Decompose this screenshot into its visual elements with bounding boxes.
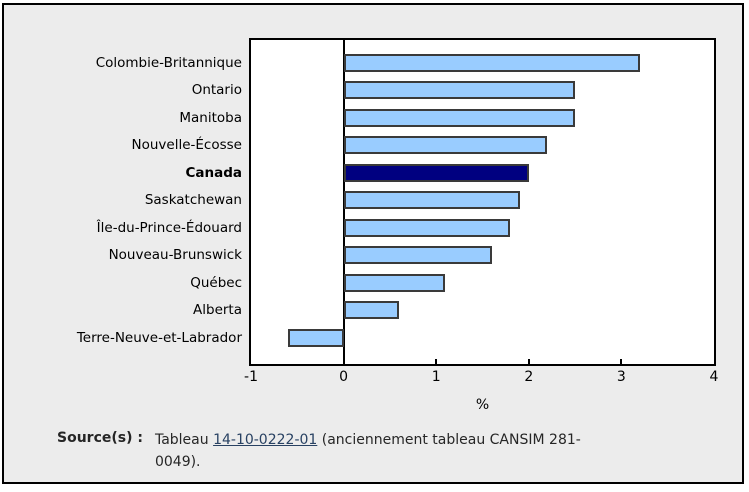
bar-row: Nouveau-Brunswick (4, 242, 742, 270)
bar (343, 163, 529, 182)
x-axis-tick-label: 4 (709, 369, 719, 385)
source-label: Source(s) : (57, 430, 143, 446)
bar-row: Saskatchewan (4, 187, 742, 215)
bar (343, 191, 520, 210)
category-label: Québec (190, 274, 242, 291)
x-axis-label: % (475, 397, 490, 413)
bar-rows: Colombie-Britannique Ontario Manitoba Nouve… (4, 49, 742, 352)
bar (343, 81, 576, 100)
category-label: Nouveau-Brunswick (108, 247, 242, 264)
category-label: Île-du-Prince-Édouard (96, 219, 242, 236)
bar-row: Canada (4, 159, 742, 187)
source-text-after-line2: 0049). (154, 453, 201, 470)
x-axis-tick-label: 1 (431, 369, 441, 385)
bar-track (251, 246, 714, 265)
source-text-after-line1: (anciennement tableau CANSIM 281- (317, 432, 581, 448)
bar (288, 328, 344, 347)
source-text-before: Tableau (154, 432, 214, 448)
chart-frame: Colombie-Britannique Ontario Manitoba Nouve… (2, 3, 744, 484)
category-label: Nouvelle-Écosse (131, 137, 242, 154)
bar (343, 246, 492, 265)
bar-track (251, 136, 714, 155)
x-axis-tick-label: -1 (244, 369, 258, 385)
category-label: Colombie-Britannique (95, 54, 242, 71)
bar (343, 218, 511, 237)
source-text: Tableau 14-10-0222-01 (anciennement tabl… (155, 430, 581, 473)
bar-track (251, 301, 714, 320)
bar (343, 53, 640, 72)
x-axis-tick-labels: -1 0 1 2 3 4 (244, 369, 718, 387)
category-label: Alberta (193, 302, 242, 319)
x-axis-tick-mark (435, 359, 438, 364)
bar-track (251, 108, 714, 127)
category-label: Ontario (191, 82, 242, 99)
x-axis-tick-label: 3 (616, 369, 626, 385)
bar (343, 301, 400, 320)
x-axis-tick-label: 2 (524, 369, 534, 385)
bar-chart: Colombie-Britannique Ontario Manitoba Nouve… (4, 38, 742, 430)
bar-row: Terre-Neuve-et-Labrador (4, 324, 742, 352)
bar-row: Colombie-Britannique (4, 49, 742, 77)
bar-track (251, 53, 714, 72)
x-axis-tick-mark (527, 359, 530, 364)
category-label: Terre-Neuve-et-Labrador (76, 329, 242, 346)
bar-row: Nouvelle-Écosse (4, 132, 742, 160)
source-table-link[interactable]: 14-10-0222-01 (213, 432, 318, 448)
bar-track (251, 81, 714, 100)
bar-row: Manitoba (4, 104, 742, 132)
bar-track (251, 328, 714, 347)
bar (343, 273, 446, 292)
category-label: Manitoba (179, 109, 242, 126)
bar (343, 136, 548, 155)
bar-row: Alberta (4, 297, 742, 325)
bar-track (251, 218, 714, 237)
bar-track (251, 191, 714, 210)
bar-row: Île-du-Prince-Édouard (4, 214, 742, 242)
bar (343, 108, 576, 127)
bar-row: Ontario (4, 77, 742, 105)
category-label: Canada (185, 164, 242, 181)
bar-row: Québec (4, 269, 742, 297)
x-axis-tick-mark (620, 359, 623, 364)
source-note: Source(s) : Tableau 14-10-0222-01 (ancie… (57, 430, 722, 473)
x-axis-tick-label: 0 (339, 369, 349, 385)
category-label: Saskatchewan (144, 192, 242, 209)
bar-track (251, 273, 714, 292)
bar-track (251, 163, 714, 182)
